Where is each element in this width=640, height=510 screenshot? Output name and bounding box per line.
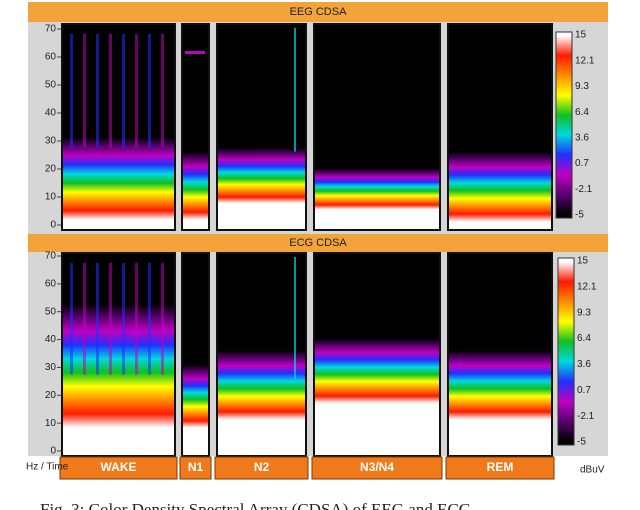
colorbar-label: 6.4 [577,333,591,344]
y-tick-label: 70 [45,24,57,35]
spectrogram [447,252,553,457]
spectrogram [181,252,210,457]
stage-label: N3/N4 [360,460,394,474]
y-tick-label: 60 [45,278,57,289]
streak [109,34,112,148]
stage-box [445,456,555,480]
spectrogram [216,252,307,457]
y-tick-label: 50 [45,306,57,317]
y-tick-label: 0 [50,220,56,231]
colorbar-label: 15 [575,30,587,41]
colorbar-label: 6.4 [575,107,589,118]
spectrogram [313,23,441,231]
colorbar-label: -2.1 [577,411,595,422]
streak [148,34,151,148]
y-tick-label: 30 [45,136,57,147]
colorbar-label: -2.1 [575,184,593,195]
y-tick-label: 30 [45,362,57,373]
streak [161,34,164,148]
y-tick-label: 20 [45,390,57,401]
y-tick-label: 70 [45,251,57,262]
streak [122,263,125,375]
y-tick-label: 50 [45,80,57,91]
stage-box [59,456,178,480]
stage-box [311,456,443,480]
artifact [185,51,205,54]
colorbar [555,31,573,219]
streak [109,263,112,375]
y-tick-label: 10 [45,418,57,429]
colorbar-label: 15 [577,256,589,267]
eeg-title: EEG CDSA [290,6,348,18]
spectrogram [447,23,553,231]
axis-label: Hz / Time [26,462,69,473]
stage-box [214,456,309,480]
colorbar-label: 3.6 [575,132,589,143]
spectrogram [61,252,176,457]
colorbar [557,257,575,446]
ecg-title-bar [28,234,608,252]
spectrogram [216,23,307,231]
streak [96,263,99,375]
colorbar-label: 0.7 [575,158,589,169]
spectrogram [61,23,176,231]
streak [294,257,296,379]
streak [83,263,86,375]
colorbar-label: 3.6 [577,359,591,370]
ecg-title: ECG CDSA [289,237,347,249]
spectrogram [313,252,441,457]
y-tick-label: 20 [45,164,57,175]
stage-box [179,456,212,480]
streak [294,28,296,152]
streak [70,34,73,148]
colorbar-label: 9.3 [575,81,589,92]
unit-label: dBuV [580,465,605,476]
stage-label: REM [487,460,514,474]
streak [83,34,86,148]
streak [96,34,99,148]
colorbar-label: 9.3 [577,307,591,318]
y-tick-label: 10 [45,192,57,203]
streak [148,263,151,375]
streak [70,263,73,375]
colorbar-label: 0.7 [577,385,591,396]
stage-label: WAKE [101,460,137,474]
spectrogram [181,23,210,231]
stage-label: N2 [254,460,270,474]
streak [122,34,125,148]
streak [135,34,138,148]
colorbar-label: -5 [575,210,584,221]
colorbar-label: -5 [577,437,586,448]
stage-label: N1 [188,460,204,474]
streak [135,263,138,375]
y-tick-label: 40 [45,108,57,119]
streak [161,263,164,375]
y-tick-label: 0 [50,446,56,457]
y-tick-label: 40 [45,334,57,345]
eeg-title-bar [28,2,608,22]
caption: Fig. 3: Color Density Spectral Array (CD… [40,500,471,510]
colorbar-label: 12.1 [577,281,597,292]
colorbar-label: 12.1 [575,55,595,66]
y-tick-label: 60 [45,52,57,63]
